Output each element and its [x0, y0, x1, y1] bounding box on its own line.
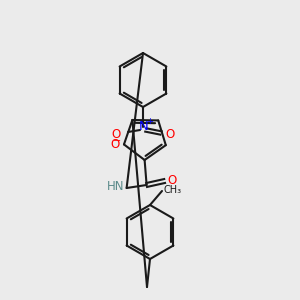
- Text: HN: HN: [107, 181, 124, 194]
- Text: O: O: [165, 128, 174, 142]
- Text: N: N: [139, 121, 149, 134]
- Text: −: −: [113, 136, 121, 146]
- Text: +: +: [147, 118, 153, 127]
- Text: O: O: [168, 175, 177, 188]
- Text: O: O: [112, 128, 121, 142]
- Text: CH₃: CH₃: [164, 185, 182, 195]
- Text: O: O: [111, 138, 120, 151]
